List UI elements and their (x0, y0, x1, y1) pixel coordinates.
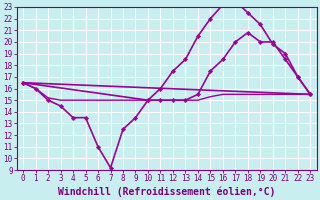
X-axis label: Windchill (Refroidissement éolien,°C): Windchill (Refroidissement éolien,°C) (58, 186, 276, 197)
